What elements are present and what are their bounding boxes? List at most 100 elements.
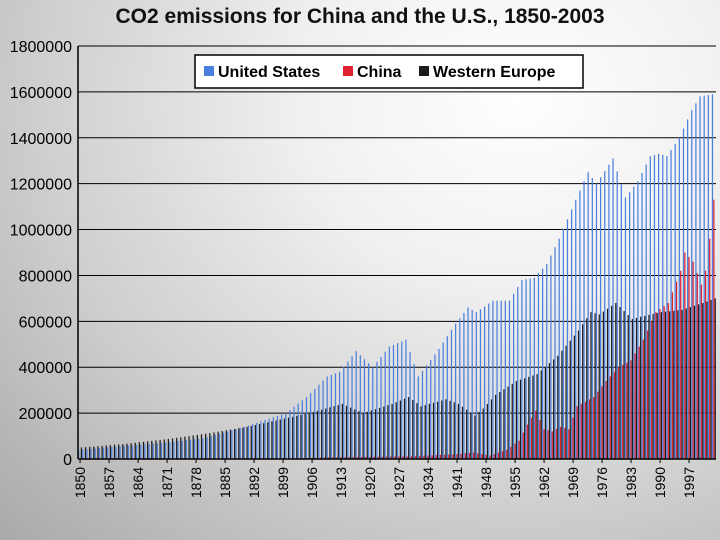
- bar-united-states-1939: [446, 336, 448, 459]
- bar-western-europe-1991: [664, 311, 667, 459]
- bar-western-europe-1870: [163, 439, 165, 459]
- bar-united-states-1944: [467, 307, 469, 459]
- bar-united-states-1955: [513, 293, 515, 459]
- bar-china-1922: [377, 456, 379, 459]
- bar-western-europe-1997: [689, 307, 691, 459]
- bar-united-states-1897: [272, 417, 274, 459]
- bar-united-states-1858: [111, 447, 113, 459]
- bar-united-states-1965: [554, 247, 556, 459]
- bar-united-states-1872: [169, 442, 171, 459]
- bar-china-1942: [460, 453, 462, 459]
- bar-united-states-1856: [102, 447, 105, 459]
- legend-label-united-states: United States: [218, 64, 320, 81]
- bar-united-states-1942: [459, 318, 461, 459]
- bar-united-states-2003: [711, 94, 714, 460]
- bar-western-europe-1901: [292, 416, 294, 459]
- x-tick-label: 1892: [246, 467, 262, 498]
- bar-western-europe-1876: [188, 436, 190, 459]
- bar-china-1985: [638, 346, 640, 459]
- bar-western-europe-1888: [238, 428, 240, 459]
- bar-china-1944: [468, 452, 471, 459]
- x-tick-label: 1885: [217, 467, 233, 498]
- bar-china-1934: [427, 455, 429, 459]
- bar-united-states-1976: [600, 177, 602, 460]
- bar-china-1947: [481, 454, 483, 459]
- bar-western-europe-1994: [677, 310, 679, 459]
- bar-china-1989: [655, 312, 657, 459]
- bar-china-1979: [613, 371, 616, 459]
- bar-united-states-1854: [94, 448, 96, 459]
- x-tick-label: 1857: [101, 467, 117, 498]
- bar-united-states-1986: [641, 172, 643, 459]
- bar-western-europe-1957: [524, 378, 526, 459]
- bar-western-europe-1851: [84, 447, 87, 459]
- bar-western-europe-1904: [304, 414, 306, 459]
- bar-china-1957: [522, 432, 524, 459]
- y-tick-label: 1600000: [10, 85, 72, 102]
- bar-united-states-1875: [181, 440, 183, 459]
- bar-china-1976: [601, 386, 603, 459]
- bar-united-states-1878: [194, 439, 196, 459]
- bar-china-1910: [327, 457, 330, 459]
- bar-united-states-1966: [558, 238, 560, 459]
- bar-united-states-1991: [662, 154, 664, 460]
- bar-western-europe-1896: [271, 421, 273, 459]
- axes: [77, 46, 716, 460]
- bar-united-states-1905: [305, 397, 308, 459]
- bar-united-states-1880: [202, 438, 204, 459]
- bar-china-1925: [390, 456, 392, 459]
- bar-western-europe-1934: [428, 403, 430, 459]
- bar-united-states-1876: [185, 440, 187, 459]
- bar-united-states-1951: [496, 300, 498, 459]
- bar-western-europe-1857: [109, 445, 111, 459]
- bar-western-europe-1927: [399, 400, 401, 459]
- bar-china-1939: [448, 454, 450, 459]
- bar-western-europe-1915: [350, 407, 352, 459]
- bar-western-europe-1974: [594, 313, 596, 459]
- bar-western-europe-1882: [213, 432, 215, 459]
- bar-united-states-1930: [409, 351, 411, 459]
- bar-china-1954: [510, 446, 512, 459]
- bar-western-europe-2002: [710, 299, 712, 459]
- bar-china-1991: [663, 306, 665, 459]
- bar-western-europe-1943: [466, 409, 468, 459]
- bar-western-europe-1902: [296, 415, 298, 459]
- bar-western-europe-1922: [379, 407, 381, 459]
- bar-western-europe-1925: [391, 403, 393, 459]
- bar-china-1971: [580, 403, 582, 459]
- bar-united-states-1953: [504, 300, 506, 459]
- bar-china-2003: [713, 199, 715, 460]
- bar-united-states-1900: [285, 413, 287, 459]
- bar-western-europe-1862: [130, 443, 132, 459]
- bar-western-europe-1907: [316, 410, 319, 459]
- bar-united-states-1859: [115, 446, 117, 459]
- bar-western-europe-1939: [449, 400, 451, 459]
- bar-western-europe-1855: [101, 445, 103, 459]
- bar-united-states-1921: [372, 367, 374, 459]
- bar-western-europe-1985: [640, 316, 642, 459]
- bar-china-1994: [675, 281, 678, 459]
- legend-box: [194, 54, 584, 89]
- bar-western-europe-1999: [698, 304, 700, 459]
- bar-china-1938: [443, 454, 446, 459]
- bar-western-europe-1944: [470, 412, 472, 459]
- bar-western-europe-1903: [300, 414, 302, 459]
- bar-united-states-1902: [293, 406, 295, 459]
- bar-united-states-1985: [637, 181, 639, 459]
- bar-united-states-1998: [691, 110, 693, 460]
- x-tick-label: 1864: [130, 467, 146, 498]
- bar-western-europe-1860: [122, 444, 124, 459]
- bar-united-states-2000: [699, 96, 701, 459]
- bar-western-europe-1989: [656, 313, 658, 459]
- bar-united-states-1862: [127, 445, 129, 459]
- bar-western-europe-1891: [250, 425, 252, 459]
- x-tick-label: 1878: [188, 467, 204, 498]
- bar-united-states-1907: [314, 388, 316, 459]
- bar-western-europe-1962: [544, 366, 546, 459]
- y-tick-label: 600000: [19, 314, 72, 331]
- bars: [78, 94, 716, 460]
- bar-united-states-1882: [210, 436, 212, 459]
- bar-western-europe-1858: [113, 444, 116, 459]
- bar-united-states-1888: [235, 429, 237, 459]
- bar-united-states-1869: [156, 443, 158, 459]
